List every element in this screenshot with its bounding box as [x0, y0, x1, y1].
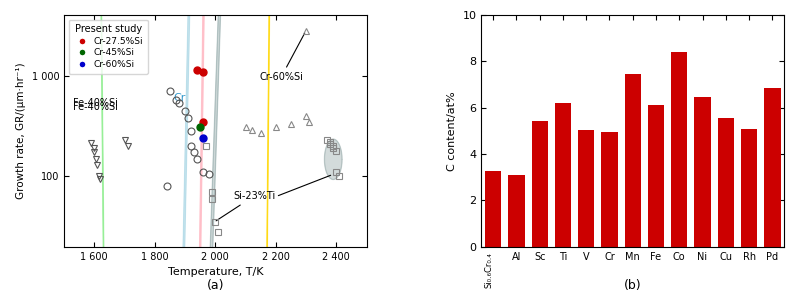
Bar	[718, 118, 734, 247]
Bar	[694, 97, 710, 247]
Bar	[671, 52, 687, 247]
Text: Cr-60%Si: Cr-60%Si	[259, 33, 305, 82]
Polygon shape	[325, 139, 342, 179]
Y-axis label: Growth rate, GR/(μm·hr⁻¹): Growth rate, GR/(μm·hr⁻¹)	[16, 63, 26, 199]
Bar	[764, 88, 781, 247]
Text: Cr: Cr	[173, 93, 186, 103]
Text: Si-23%Ti: Si-23%Ti	[216, 191, 276, 221]
Bar	[602, 132, 618, 247]
Y-axis label: C content/at%: C content/at%	[447, 91, 457, 171]
Polygon shape	[187, 0, 218, 301]
Bar	[485, 172, 502, 247]
Polygon shape	[200, 0, 226, 301]
Polygon shape	[81, 0, 125, 301]
Bar	[625, 74, 641, 247]
Bar	[508, 175, 525, 247]
Text: Fe-40%Si: Fe-40%Si	[73, 98, 118, 108]
Polygon shape	[163, 0, 210, 301]
Polygon shape	[237, 0, 300, 301]
Bar	[741, 129, 758, 247]
Title: (b): (b)	[624, 279, 642, 293]
Bar	[578, 130, 594, 247]
Text: Fe-40%Si: Fe-40%Si	[73, 102, 118, 112]
X-axis label: Temperature, T/K: Temperature, T/K	[167, 267, 263, 277]
Bar	[554, 103, 571, 247]
Bar	[531, 120, 548, 247]
Bar	[648, 105, 664, 247]
Title: (a): (a)	[206, 279, 224, 293]
Legend: Cr-27.5%Si, Cr-45%Si, Cr-60%Si: Cr-27.5%Si, Cr-45%Si, Cr-60%Si	[69, 20, 148, 74]
